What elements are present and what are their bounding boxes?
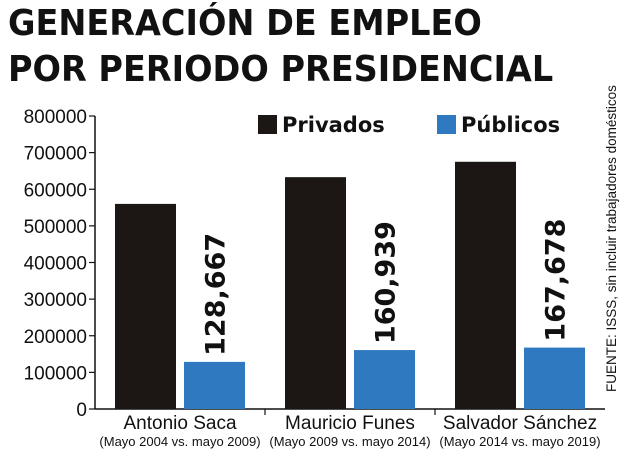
y-tick-label: 400000 <box>24 254 87 275</box>
legend-label-privados: Privados <box>282 113 385 137</box>
legend-swatch-publicos <box>437 115 456 134</box>
y-tick-label: 0 <box>76 400 87 421</box>
bar-publicos <box>524 347 585 409</box>
bar-publicos <box>354 350 415 409</box>
bar-privados <box>115 203 176 409</box>
category-label: Salvador Sánchez <box>443 413 597 434</box>
y-tick-label: 800000 <box>24 107 87 128</box>
bar-privados <box>455 161 516 409</box>
bar-privados <box>285 177 346 409</box>
y-tick-label: 300000 <box>24 290 87 311</box>
y-tick-label: 600000 <box>24 180 87 201</box>
data-label-publicos: 167,678 <box>541 219 572 342</box>
y-tick-label: 200000 <box>24 327 87 348</box>
y-tick-label: 500000 <box>24 217 87 238</box>
legend-swatch-privados <box>258 115 277 134</box>
category-sublabel: (Mayo 2009 vs. mayo 2014) <box>269 434 430 449</box>
category-sublabel: (Mayo 2004 vs. mayo 2009) <box>99 434 260 449</box>
category-sublabel: (Mayo 2014 vs. mayo 2019) <box>439 434 600 449</box>
y-tick-label: 100000 <box>24 363 87 384</box>
chart-title-line-2: POR PERIODO PRESIDENCIAL <box>8 49 554 90</box>
legend-label-publicos: Públicos <box>461 113 560 137</box>
category-label: Antonio Saca <box>123 413 236 434</box>
data-label-publicos: 160,939 <box>371 221 402 344</box>
data-label-publicos: 128,667 <box>201 233 232 356</box>
category-label: Mauricio Funes <box>285 413 415 434</box>
chart-title-line-1: GENERACIÓN DE EMPLEO <box>8 3 482 44</box>
y-tick-label: 700000 <box>24 144 87 165</box>
bar-publicos <box>184 361 245 409</box>
